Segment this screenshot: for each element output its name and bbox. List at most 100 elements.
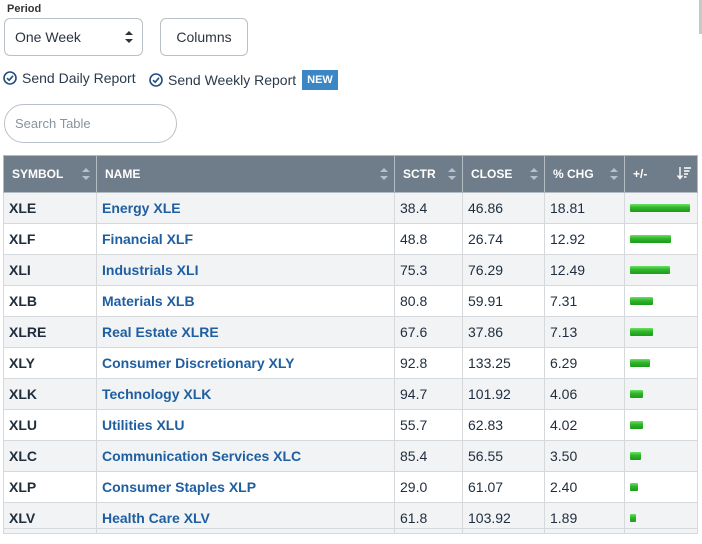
table-row[interactable]: XLRE Real Estate XLRE 67.6 37.86 7.13 (3, 316, 698, 348)
cell-sctr: 85.4 (394, 440, 463, 472)
change-bar (630, 235, 671, 243)
cell-pct-chg: 4.02 (544, 409, 625, 441)
cell-change-bar (624, 316, 698, 348)
cell-pct-chg: 2.40 (544, 471, 625, 503)
change-bar (630, 483, 638, 491)
cell-name[interactable]: Utilities XLU (96, 409, 395, 441)
daily-report-toggle[interactable]: Send Daily Report (3, 70, 136, 86)
cell-close: 59.91 (462, 285, 545, 317)
column-header-plus-minus[interactable]: +/- (624, 155, 698, 193)
page-scrollbar[interactable] (699, 0, 702, 34)
cell-symbol: XLK (3, 378, 97, 410)
cell-close: 133.25 (462, 347, 545, 379)
cell-change-bar (624, 192, 698, 224)
new-badge: NEW (302, 70, 338, 90)
cell-pct-chg: 3.50 (544, 440, 625, 472)
cell-symbol: XLI (3, 254, 97, 286)
cell-change-bar (624, 223, 698, 255)
cell-close: 56.55 (462, 440, 545, 472)
cell-pct-chg: 6.29 (544, 347, 625, 379)
cell-name[interactable]: Consumer Discretionary XLY (96, 347, 395, 379)
cell-symbol: XLU (3, 409, 97, 441)
table-row[interactable]: XLE Energy XLE 38.4 46.86 18.81 (3, 192, 698, 224)
table-row[interactable]: XLY Consumer Discretionary XLY 92.8 133.25 6… (3, 347, 698, 379)
column-header-pct-chg[interactable]: % CHG (544, 155, 625, 193)
cell-sctr: 48.8 (394, 223, 463, 255)
cell-sctr: 38.4 (394, 192, 463, 224)
cell-pct-chg: 4.06 (544, 378, 625, 410)
cell-close: 37.86 (462, 316, 545, 348)
weekly-report-label: Send Weekly Report (168, 72, 297, 88)
cell-close: 62.83 (462, 409, 545, 441)
table-row[interactable]: XLP Consumer Staples XLP 29.0 61.07 2.40 (3, 471, 698, 503)
cell-change-bar (624, 347, 698, 379)
change-bar (630, 452, 641, 460)
cell-name[interactable]: Technology XLK (96, 378, 395, 410)
change-bar (630, 390, 643, 398)
period-select[interactable]: One Week (4, 18, 143, 56)
cell-name[interactable]: Industrials XLI (96, 254, 395, 286)
change-bar (630, 359, 650, 367)
cell-pct-chg: 18.81 (544, 192, 625, 224)
cell-sctr: 55.7 (394, 409, 463, 441)
change-bar (630, 266, 670, 274)
sort-icon (82, 168, 90, 180)
sector-table: SYMBOL NAME SCTR CLOSE % CHG +/- (3, 155, 698, 534)
columns-button[interactable]: Columns (160, 18, 248, 56)
cell-symbol: XLC (3, 440, 97, 472)
cell-close: 76.29 (462, 254, 545, 286)
cell-name[interactable]: Real Estate XLRE (96, 316, 395, 348)
cell-change-bar (624, 254, 698, 286)
cell-sctr: 75.3 (394, 254, 463, 286)
table-row[interactable]: XLU Utilities XLU 55.7 62.83 4.02 (3, 409, 698, 441)
cell-sctr: 80.8 (394, 285, 463, 317)
cell-name[interactable]: Materials XLB (96, 285, 395, 317)
table-row[interactable]: XLB Materials XLB 80.8 59.91 7.31 (3, 285, 698, 317)
cell-name[interactable]: Financial XLF (96, 223, 395, 255)
cell-change-bar (624, 440, 698, 472)
sort-descending-icon (677, 167, 691, 180)
table-row[interactable]: XLK Technology XLK 94.7 101.92 4.06 (3, 378, 698, 410)
cell-symbol: XLE (3, 192, 97, 224)
cell-sctr: 94.7 (394, 378, 463, 410)
cell-pct-chg: 12.92 (544, 223, 625, 255)
cell-change-bar (624, 409, 698, 441)
cell-symbol: XLRE (3, 316, 97, 348)
cell-name[interactable]: Energy XLE (96, 192, 395, 224)
cell-name[interactable]: Consumer Staples XLP (96, 471, 395, 503)
cell-pct-chg: 12.49 (544, 254, 625, 286)
cell-pct-chg: 7.31 (544, 285, 625, 317)
change-bar (630, 328, 653, 336)
sort-icon (530, 168, 538, 180)
cell-close: 101.92 (462, 378, 545, 410)
period-select-value: One Week (15, 29, 81, 45)
table-row[interactable]: XLC Communication Services XLC 85.4 56.55 3.… (3, 440, 698, 472)
table-row[interactable]: XLI Industrials XLI 75.3 76.29 12.49 (3, 254, 698, 286)
search-table-input[interactable] (4, 104, 177, 143)
cell-sctr: 92.8 (394, 347, 463, 379)
column-header-sctr[interactable]: SCTR (394, 155, 463, 193)
column-header-name[interactable]: NAME (96, 155, 395, 193)
updown-chevron-icon (125, 31, 133, 43)
change-bar (630, 297, 653, 305)
change-bar (630, 421, 643, 429)
table-row[interactable]: XLF Financial XLF 48.8 26.74 12.92 (3, 223, 698, 255)
cell-sctr: 67.6 (394, 316, 463, 348)
column-header-symbol[interactable]: SYMBOL (3, 155, 97, 193)
sort-icon (380, 168, 388, 180)
cell-close: 61.07 (462, 471, 545, 503)
cell-sctr: 29.0 (394, 471, 463, 503)
cell-change-bar (624, 378, 698, 410)
cell-pct-chg: 7.13 (544, 316, 625, 348)
sort-icon (610, 168, 618, 180)
sort-icon (448, 168, 456, 180)
cell-name[interactable]: Communication Services XLC (96, 440, 395, 472)
table-row-partial (3, 528, 697, 544)
check-circle-icon (3, 71, 17, 85)
cell-symbol: XLB (3, 285, 97, 317)
cell-close: 46.86 (462, 192, 545, 224)
weekly-report-toggle[interactable]: Send Weekly Report NEW (149, 70, 338, 90)
daily-report-label: Send Daily Report (22, 70, 136, 86)
column-header-close[interactable]: CLOSE (462, 155, 545, 193)
change-bar (630, 204, 690, 212)
